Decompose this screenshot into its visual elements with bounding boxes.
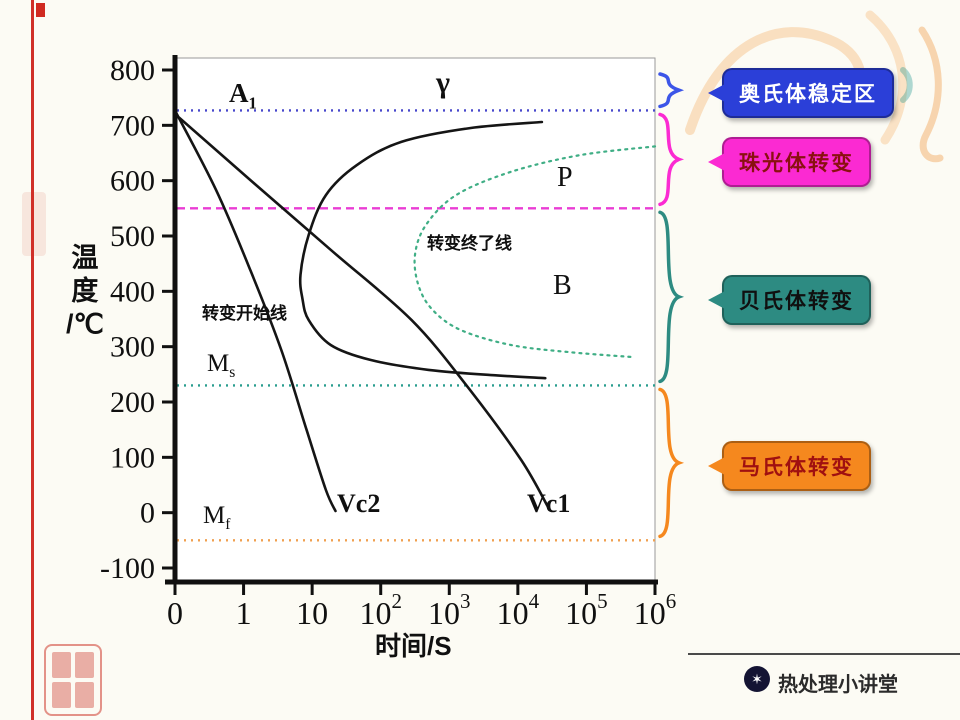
seal-dot xyxy=(52,682,71,708)
a1-main: A xyxy=(229,78,249,108)
curve-transformation-finish-line xyxy=(413,145,657,359)
seal-dot xyxy=(75,652,94,678)
footer-brand: 热处理小讲堂 xyxy=(778,674,898,696)
y-title-unit: /℃ xyxy=(66,309,104,339)
x-tick-label: 10 xyxy=(296,595,328,631)
callout-tail-icon xyxy=(708,290,725,309)
brace-1 xyxy=(658,112,685,207)
y-tick-label: 700 xyxy=(110,109,155,142)
callout-pearlite-transformation: 珠光体转变 xyxy=(708,137,871,188)
callout-tail-icon xyxy=(708,456,725,475)
label-transformation-finish-line: 转变终了线 xyxy=(424,229,515,254)
y-tick-label: 500 xyxy=(110,220,155,253)
brace-2 xyxy=(658,210,685,384)
callout-label: 马氏体转变 xyxy=(739,455,854,479)
x-tick-label: 102 xyxy=(359,589,402,631)
y-tick-label: 200 xyxy=(110,386,155,419)
x-tick-label: 0 xyxy=(167,595,183,631)
label-bainite-region: B xyxy=(553,270,572,301)
callout-label: 珠光体转变 xyxy=(739,152,854,176)
footer-divider xyxy=(688,653,960,655)
y-tick-label: 400 xyxy=(110,275,155,308)
curve-Vc2-cooling-curve xyxy=(175,111,337,513)
callout-label: 贝氏体转变 xyxy=(739,289,854,313)
x-tick-label: 106 xyxy=(634,589,677,631)
seal-dot xyxy=(75,682,94,708)
label-a1-line: A1 xyxy=(229,78,257,113)
x-tick-label: 103 xyxy=(428,589,471,631)
label-austenite-region: γ xyxy=(436,66,451,99)
mf-main: M xyxy=(203,502,226,529)
label-vc2-cooling-curve: Vc2 xyxy=(337,489,381,518)
callout-tail-icon xyxy=(708,84,725,103)
a1-sub: 1 xyxy=(248,93,257,113)
curve-transformation-start-line xyxy=(298,120,547,380)
logo-glyph-icon: ✶ xyxy=(751,670,763,687)
label-pearlite-region: P xyxy=(557,162,573,193)
label-mf-line: Mf xyxy=(203,502,230,534)
ms-sub: s xyxy=(229,364,236,381)
mf-sub: f xyxy=(225,516,231,533)
y-tick-label: 600 xyxy=(110,165,155,198)
top-left-red-mark xyxy=(36,3,45,17)
left-seal-watermark xyxy=(22,192,46,256)
x-tick-label: 105 xyxy=(565,589,608,631)
callout-bainite-transformation: 贝氏体转变 xyxy=(708,274,871,325)
brace-0 xyxy=(658,72,685,109)
callout-label: 奥氏体稳定区 xyxy=(739,83,877,107)
y-tick-label: 0 xyxy=(140,497,155,530)
y-title-char: 度 xyxy=(71,276,99,306)
left-red-border xyxy=(31,0,34,720)
label-vc1-cooling-curve: Vc1 xyxy=(527,489,571,518)
label-ms-line: Ms xyxy=(207,350,235,382)
curve-Vc1-cooling-curve xyxy=(177,116,550,510)
y-axis-title: 温 度 /℃ xyxy=(66,242,104,341)
y-tick-label: -100 xyxy=(100,552,155,585)
x-tick-label: 1 xyxy=(236,595,252,631)
callout-austenite-stable-zone: 奥氏体稳定区 xyxy=(708,68,894,119)
y-tick-label: 300 xyxy=(110,331,155,364)
footer-logo: ✶ xyxy=(744,666,770,692)
label-transformation-start-line: 转变开始线 xyxy=(202,304,287,323)
ms-main: M xyxy=(207,350,230,377)
x-tick-label: 104 xyxy=(497,589,540,631)
seal-dot xyxy=(52,652,71,678)
bottom-left-seal-stamp xyxy=(44,644,102,716)
brace-3 xyxy=(658,387,685,539)
y-tick-label: 100 xyxy=(110,441,155,474)
x-axis-title: 时间/S xyxy=(375,631,452,661)
y-tick-label: 800 xyxy=(110,54,155,87)
callout-martensite-transformation: 马氏体转变 xyxy=(708,440,871,491)
y-title-char: 温 xyxy=(71,243,99,273)
callout-tail-icon xyxy=(708,153,725,172)
